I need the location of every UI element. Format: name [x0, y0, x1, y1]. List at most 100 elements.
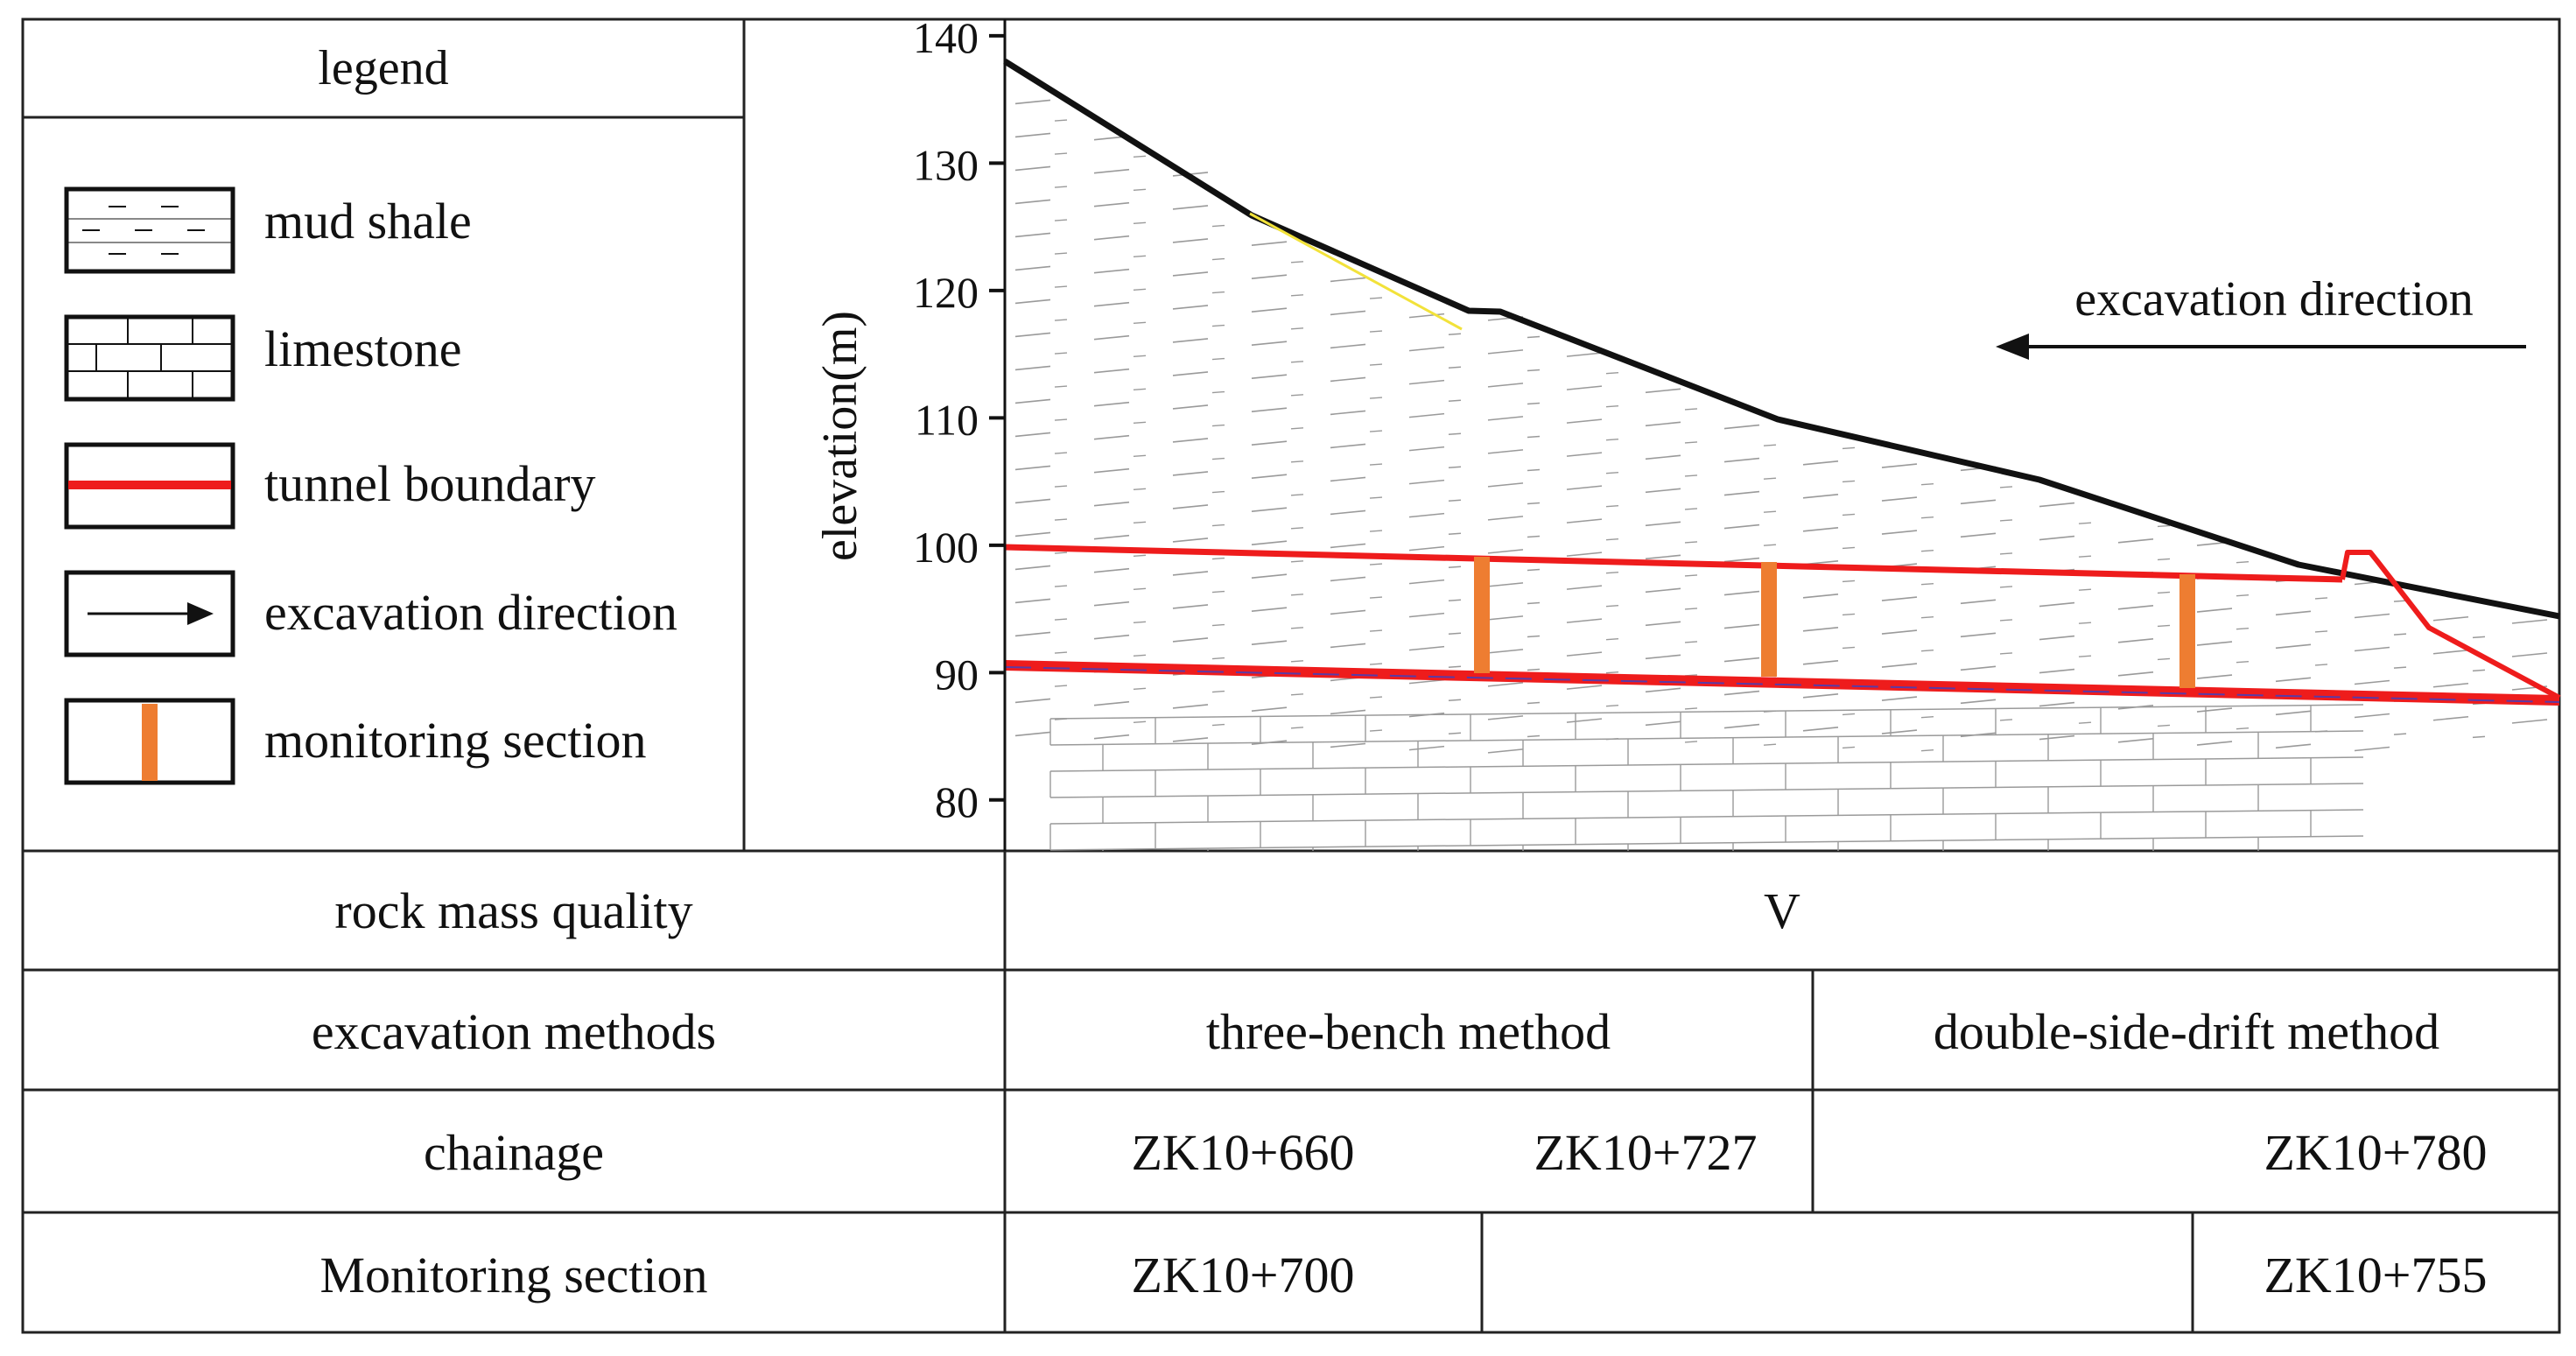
hatch-line	[1566, 418, 1603, 424]
hatch-line	[1330, 310, 1366, 316]
rock-hatch	[1014, 99, 2548, 851]
hatch-line	[1723, 690, 1760, 696]
hatch-line	[1566, 552, 1603, 557]
excavation-direction-swatch	[64, 570, 235, 657]
hatch-line	[1566, 385, 1603, 390]
hatch-line	[2196, 707, 2233, 713]
hatch-line	[2117, 671, 2154, 677]
hatch-line	[1369, 696, 1383, 699]
hatch-line	[1290, 660, 1304, 663]
limestone-swatch	[64, 314, 235, 402]
hatch-line	[1645, 587, 1681, 594]
hatch-line	[1054, 119, 1068, 122]
hatch-line	[1290, 327, 1304, 330]
hatch-line	[1527, 435, 1541, 439]
hatch-line	[1645, 488, 1681, 494]
hatch-line	[1960, 599, 1997, 605]
hatch-line	[1723, 457, 1760, 463]
hatch-line	[1960, 499, 1997, 505]
hatch-line	[2196, 608, 2233, 613]
hatch-line	[2039, 734, 2075, 741]
hatch-line	[1645, 421, 1681, 427]
hatch-line	[1211, 457, 1225, 460]
hatch-line	[1448, 665, 1462, 668]
hatch-line	[1093, 601, 1130, 607]
hatch-line	[1014, 265, 1051, 271]
hatch-line	[2039, 668, 2075, 674]
hatch-line	[1330, 709, 1366, 715]
hatch-line	[1172, 637, 1209, 643]
hatch-line	[1172, 404, 1209, 410]
hatch-line	[1330, 343, 1366, 349]
hatch-line	[1408, 745, 1445, 751]
hatch-line	[1881, 696, 1918, 701]
hatch-line	[1566, 685, 1603, 690]
hatch-line	[1054, 552, 1068, 554]
hatch-line	[1448, 599, 1462, 601]
hatch-line	[1133, 488, 1147, 490]
hatch-line	[1014, 465, 1051, 471]
monitoring-section-marker	[1761, 562, 1777, 677]
hatch-line	[1605, 671, 1619, 674]
hatch-line	[1014, 365, 1051, 371]
hatch-line	[1211, 590, 1225, 594]
hatch-line	[1369, 463, 1383, 466]
hatch-line	[1133, 155, 1147, 158]
hatch-line	[2511, 619, 2548, 624]
hatch-line	[1920, 482, 1934, 486]
hatch-line	[1211, 390, 1225, 394]
hatch-line	[2354, 713, 2390, 719]
hatch-line	[1014, 398, 1051, 404]
hatch-line	[1172, 305, 1209, 310]
hatch-line	[1172, 737, 1209, 742]
hatch-line	[1054, 651, 1068, 654]
hatch-line	[1566, 485, 1603, 490]
hatch-line	[1408, 446, 1445, 452]
hatch-line	[1408, 645, 1445, 651]
hatch-line	[1684, 707, 1698, 710]
hatch-line	[1527, 734, 1541, 738]
hatch-line	[1211, 623, 1225, 627]
hatch-line	[1290, 560, 1304, 563]
hatch-line	[1172, 471, 1209, 476]
hatch-line	[1049, 756, 2364, 772]
hatch-line	[1054, 685, 1068, 687]
hatch-line	[2472, 669, 2486, 672]
hatch-line	[1842, 646, 1856, 650]
hatch-line	[2157, 624, 2171, 628]
hatch-line	[1014, 531, 1051, 537]
hatch-line	[1251, 573, 1288, 579]
hatch-line	[1487, 482, 1524, 488]
hatch-line	[1049, 835, 2364, 851]
y-tick-label: 110	[915, 395, 979, 444]
hatch-line	[2354, 646, 2390, 652]
hatch-line	[1330, 643, 1366, 649]
hatch-line	[1920, 615, 1934, 619]
hatch-line	[1290, 627, 1304, 629]
hatch-line	[1960, 665, 1997, 671]
hatch-line	[1133, 388, 1147, 390]
hatch-line	[1211, 257, 1225, 261]
hatch-line	[1290, 594, 1304, 596]
hatch-line	[1251, 507, 1288, 512]
hatch-line	[1408, 678, 1445, 685]
hatch-line	[1054, 585, 1068, 587]
hatch-line	[1645, 554, 1681, 560]
hatch-line	[1014, 432, 1051, 438]
hatch-line	[1330, 742, 1366, 748]
hatch-line	[1054, 219, 1068, 221]
hatch-line	[1133, 687, 1147, 690]
hatch-line	[1802, 460, 1839, 466]
hatch-line	[1133, 654, 1147, 657]
y-tick-label: 100	[913, 523, 979, 572]
hatch-line	[1014, 598, 1051, 604]
hatch-line	[1330, 410, 1366, 416]
hatch-line	[2196, 641, 2233, 646]
hatch-line	[1527, 535, 1541, 538]
hatch-line	[2236, 594, 2250, 597]
hatch-line	[2117, 637, 2154, 643]
hatch-line	[2039, 535, 2075, 541]
hatch-line	[2275, 677, 2312, 683]
hatch-line	[1842, 513, 1856, 516]
hatch-line	[1566, 651, 1603, 657]
